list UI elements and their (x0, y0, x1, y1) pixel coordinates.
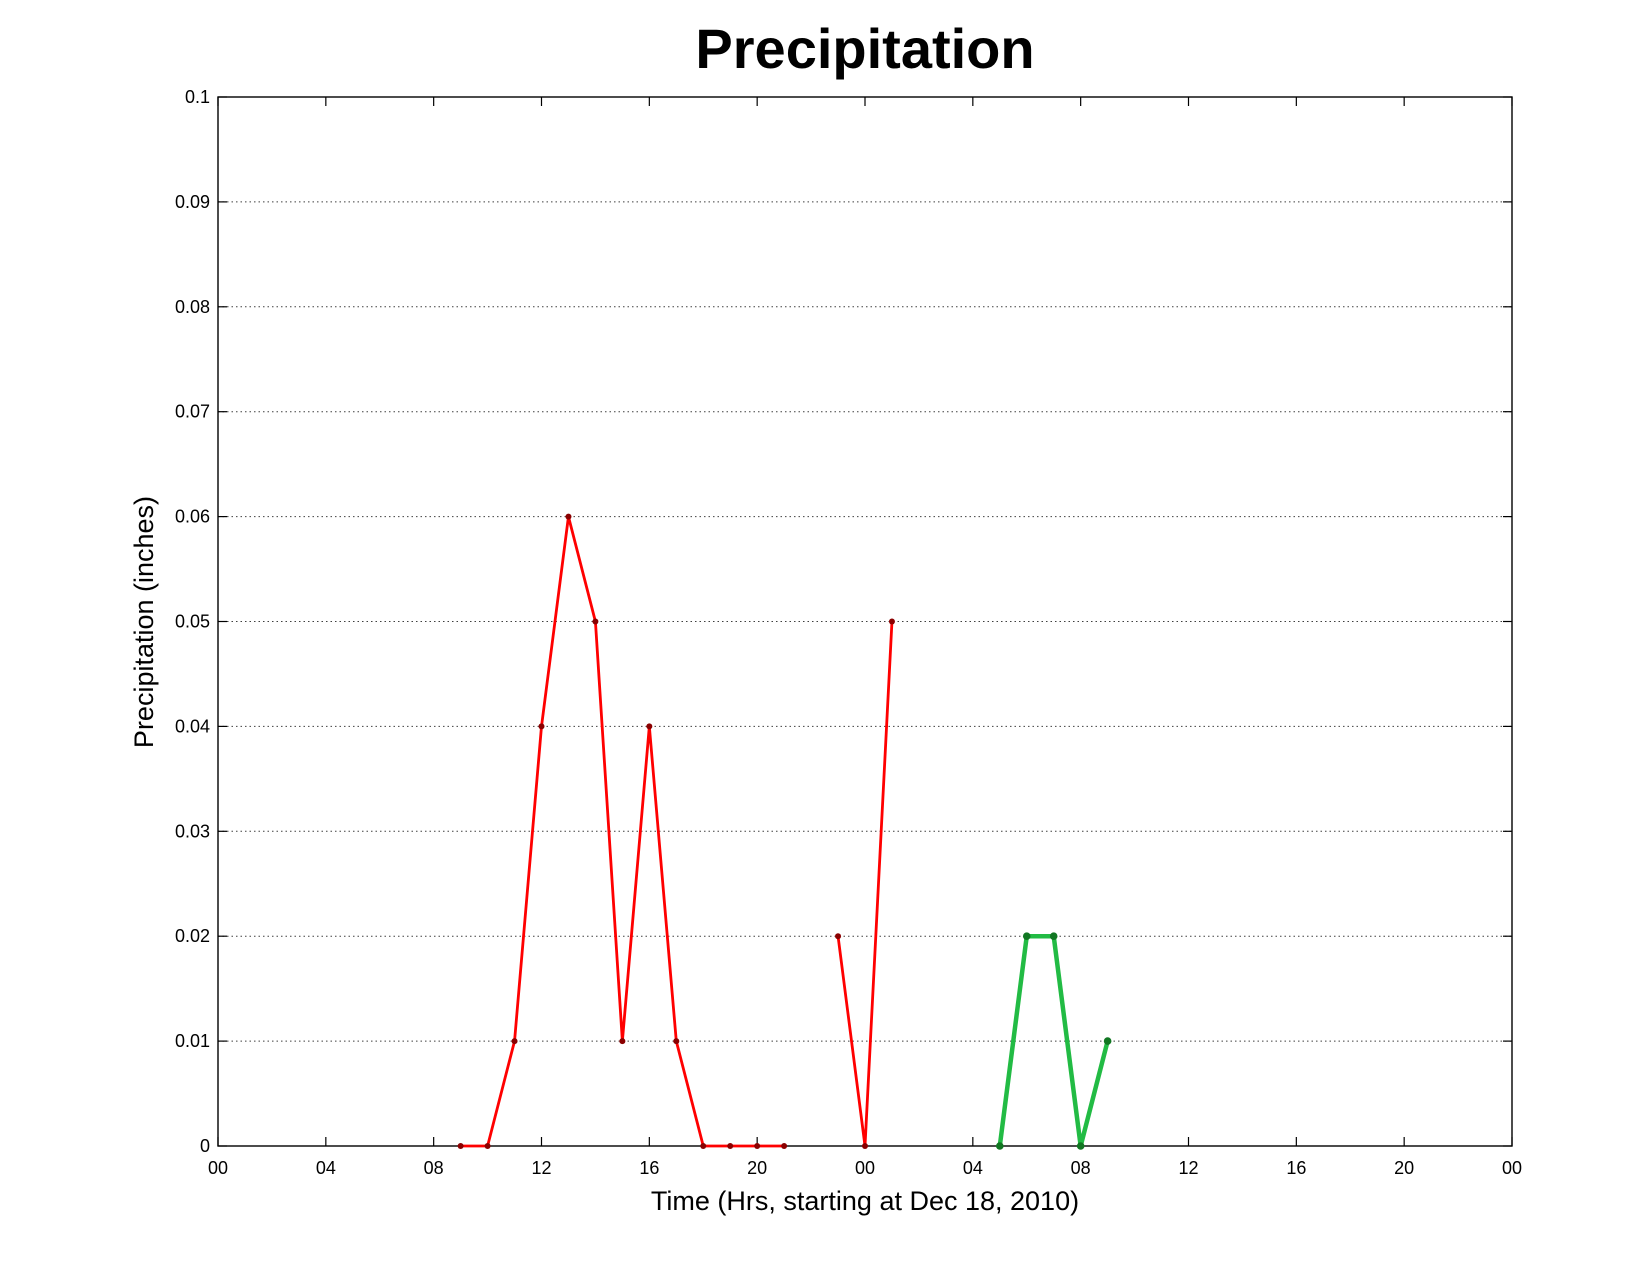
series-1 (995, 932, 1112, 1150)
y-tick-label: 0.03 (175, 821, 210, 841)
data-point (619, 1038, 626, 1045)
x-tick-label: 20 (1394, 1158, 1414, 1178)
y-axis-label: Precipitation (inches) (129, 496, 159, 748)
data-point (673, 1038, 680, 1045)
data-point (565, 513, 572, 520)
axis-ticks: 0 0.01 0.02 0.03 0.04 0.05 0.06 0.07 0.08 0.09 0.1… (175, 87, 1522, 1178)
data-point (727, 1143, 734, 1149)
y-tick-label: 0.08 (175, 297, 210, 317)
data-point (700, 1143, 707, 1149)
y-tick-label: 0.05 (175, 612, 210, 632)
data-point (862, 1143, 868, 1149)
grid-lines (218, 96, 1512, 1147)
x-tick-label: 16 (639, 1158, 659, 1178)
data-point (781, 1143, 788, 1149)
data-point (646, 723, 653, 730)
y-tick-label: 0 (200, 1136, 210, 1156)
series-0 (457, 513, 895, 1149)
y-tick-label: 0.02 (175, 926, 210, 946)
data-point (888, 618, 895, 625)
y-tick-label: 0.01 (175, 1031, 210, 1051)
y-tick-label: 0.06 (175, 507, 210, 527)
x-tick-label: 00 (1502, 1158, 1522, 1178)
data-point (754, 1143, 761, 1149)
data-point (484, 1143, 491, 1149)
data-point (995, 1142, 1004, 1150)
x-tick-label: 12 (531, 1158, 551, 1178)
data-point (538, 723, 545, 730)
x-tick-label: 12 (1178, 1158, 1198, 1178)
x-tick-label: 20 (747, 1158, 767, 1178)
x-tick-label: 00 (208, 1158, 228, 1178)
x-tick-label: 00 (855, 1158, 875, 1178)
y-tick-label: 0.04 (175, 716, 210, 736)
y-tick-label: 0.09 (175, 192, 210, 212)
data-point (592, 618, 599, 625)
series-lines (457, 513, 1112, 1150)
data-point (1076, 1142, 1085, 1150)
x-tick-label: 04 (963, 1158, 983, 1178)
y-tick-label: 0.1 (185, 87, 210, 107)
y-tick-label: 0.07 (175, 402, 210, 422)
x-tick-label: 04 (316, 1158, 336, 1178)
chart-title: Precipitation (695, 17, 1034, 80)
x-tick-label: 16 (1286, 1158, 1306, 1178)
x-axis-label: Time (Hrs, starting at Dec 18, 2010) (651, 1186, 1079, 1216)
series-line (836, 621, 894, 1148)
data-point (1103, 1037, 1112, 1045)
data-point (835, 933, 842, 940)
data-point (457, 1143, 464, 1149)
x-tick-label: 08 (1071, 1158, 1091, 1178)
x-tick-label: 08 (424, 1158, 444, 1178)
data-point (1049, 932, 1058, 940)
data-point (511, 1038, 518, 1045)
data-point (1022, 932, 1031, 940)
